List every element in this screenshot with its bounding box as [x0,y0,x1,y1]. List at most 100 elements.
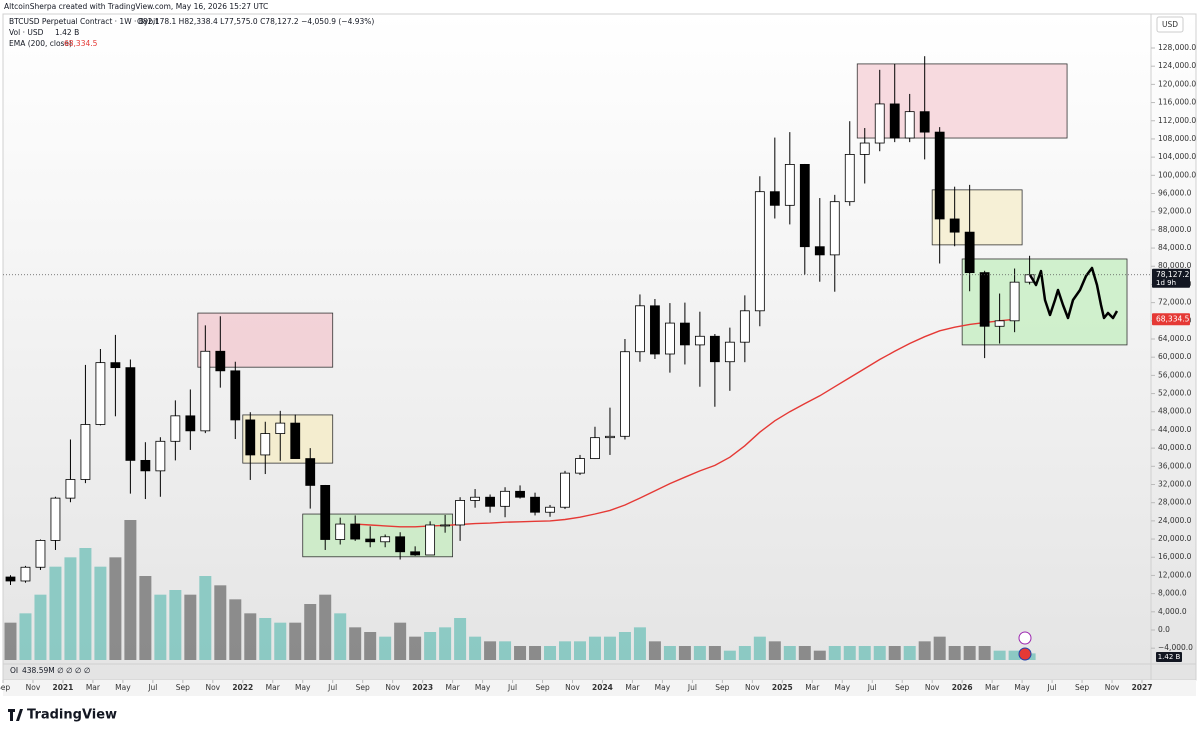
volume-bar [454,618,467,660]
x-tick-label: Jul [1047,683,1057,692]
volume-bar [244,613,257,660]
volume-bar [274,622,287,660]
ema-line [355,318,1015,528]
volume-bar [199,576,212,660]
plot-area [4,56,1128,660]
x-tick-label: May [295,683,311,692]
volume-bar [873,646,886,660]
volume-bar [79,548,92,660]
candle-body [635,305,645,353]
candle-body [350,523,361,540]
volume-bar [828,646,841,660]
candle-body [1009,281,1020,322]
candle-body [784,164,795,206]
candle-body [80,424,91,480]
volume-bar [124,520,137,660]
y-tick-label: −4,000.0 [1158,643,1193,652]
y-tick-label: 52,000.0 [1158,389,1192,398]
volume-bar [499,641,512,660]
ema-legend: EMA (200, close) [9,39,72,48]
volume-bar [94,566,107,660]
y-tick-label: 48,000.0 [1158,407,1192,416]
x-tick-label: Mar [86,683,101,692]
y-tick-label: 108,000.0 [1158,134,1196,143]
candle-body [709,335,720,363]
y-tick-label: 44,000.0 [1158,425,1192,434]
event-icon[interactable] [1018,647,1032,661]
candle-body [95,362,106,425]
candle-body [125,367,136,461]
ema-price-box [1152,313,1190,326]
candle-body [305,458,316,486]
volume-bar [4,622,17,660]
volume-bar [993,650,1006,660]
candle-body [155,440,166,472]
candle-body [515,490,525,498]
x-tick-label: Mar [625,683,640,692]
volume-bar [888,646,901,660]
candle-body [140,459,151,472]
y-tick-label: 116,000.0 [1158,98,1196,107]
candle-body [275,422,286,434]
y-tick-label: 16,000.0 [1158,552,1192,561]
x-tick-label: May [1014,683,1030,692]
volume-bar [484,641,497,660]
volume-bar [588,636,601,660]
currency: USD [1162,20,1178,29]
credit: AltcoinSherpa created with TradingView.c… [4,2,268,11]
volume-bar [364,632,377,660]
candle-body [680,322,690,346]
volume-bar [753,636,766,660]
currency-box[interactable] [1156,16,1184,33]
event-icon[interactable] [1018,631,1032,645]
countdown: 1d 9h [1156,279,1176,287]
candle-body [874,103,885,144]
volume-bar [34,594,47,660]
y-tick-label: 32,000.0 [1158,479,1192,488]
volume-bar [933,636,946,660]
volume-axis-label: 1.42 B [1158,653,1181,661]
x-tick-label: 2025 [772,683,793,692]
candle-body [590,437,600,459]
volume-bar [633,627,646,660]
y-tick-label: 36,000.0 [1158,461,1192,470]
x-tick-label: Sep [0,683,10,692]
volume-bar [948,646,961,660]
y-tick-label: 20,000.0 [1158,534,1192,543]
volume-bar [109,557,122,660]
candle-body [560,472,570,508]
x-tick-label: Nov [745,683,760,692]
volume-bar [678,646,691,660]
x-tick-label: Mar [985,683,1000,692]
candle-body [260,433,271,456]
candle-body [380,536,391,543]
candle-body [994,320,1005,327]
candle-body [650,305,660,355]
x-tick-label: May [115,683,131,692]
volume-bar [618,632,631,660]
volume-bar [858,646,871,660]
y-tick-label: 60,000.0 [1158,352,1192,361]
x-tick-label: Nov [205,683,220,692]
volume-bar [1008,650,1021,660]
candle-body [440,524,451,527]
time-axis-background [3,680,1196,696]
last-price-label: 78,127.2 [1156,270,1190,279]
candle-body [5,576,16,582]
volume-bar [813,650,826,660]
candle-body [500,490,510,507]
y-tick-label: 92,000.0 [1158,207,1192,216]
candle-body [65,479,76,499]
volume-bar [768,641,781,660]
candle-body [470,496,480,501]
ohlc-legend: O82,178.1 H82,338.4 L77,575.0 C78,127.2 … [137,17,374,26]
volume-bar [19,613,32,660]
volume-bar [648,641,661,660]
candle-body [245,419,256,456]
volume-bar [49,566,62,660]
volume-bar [559,641,572,660]
volume-bar [379,636,392,660]
y-tick-label: 84,000.0 [1158,243,1192,252]
candle-body [110,362,121,369]
